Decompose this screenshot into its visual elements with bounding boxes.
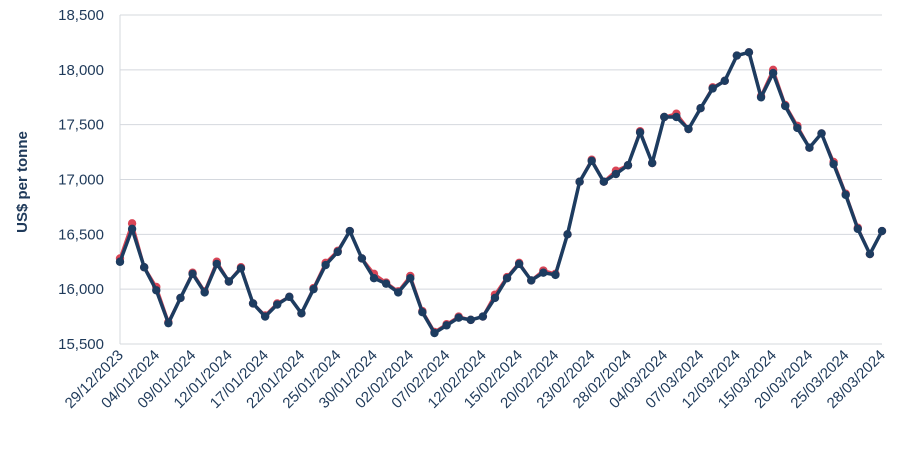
data-point [527, 276, 536, 285]
data-point [273, 300, 282, 309]
data-point [793, 123, 802, 133]
data-point [490, 293, 500, 303]
data-point [732, 51, 742, 60]
data-point [539, 268, 548, 277]
data-point [744, 48, 754, 57]
y-axis-label: US$ per tonne [14, 131, 31, 233]
data-point [478, 312, 488, 321]
data-point [684, 124, 693, 134]
data-point [551, 270, 560, 280]
data-point [672, 112, 681, 122]
data-point [647, 158, 657, 168]
y-tick-label: 16,000 [58, 281, 104, 298]
data-point [611, 169, 621, 179]
data-point [696, 104, 705, 113]
data-point [853, 224, 863, 234]
y-tick-label: 18,500 [58, 7, 104, 24]
data-point [442, 321, 451, 330]
data-point [430, 328, 439, 338]
data-point [781, 101, 790, 111]
gridlines [119, 14, 882, 345]
series-line [118, 50, 884, 335]
series-1 [115, 48, 887, 337]
data-point [176, 293, 185, 303]
data-point [865, 249, 875, 259]
data-point [224, 277, 234, 286]
data-point [297, 309, 306, 318]
data-point [599, 177, 609, 186]
data-point [115, 257, 125, 266]
data-point [756, 93, 766, 102]
data-point [841, 190, 850, 200]
y-tick-label: 17,500 [58, 117, 104, 134]
data-point [357, 254, 367, 263]
y-tick-label: 18,000 [58, 62, 104, 79]
data-point [188, 269, 197, 279]
y-tick-label: 17,000 [58, 172, 104, 189]
series-lines [115, 48, 887, 338]
data-point [381, 279, 391, 288]
data-point [393, 288, 403, 297]
data-point [720, 76, 729, 86]
data-point [454, 313, 463, 322]
data-point [248, 299, 258, 308]
data-point [139, 263, 149, 272]
data-point [285, 292, 294, 302]
x-axis-tick-labels: 29/12/202304/01/202409/01/202412/01/2024… [62, 347, 889, 412]
data-point [466, 315, 475, 325]
series-2 [115, 48, 887, 338]
data-point [502, 274, 512, 283]
data-point [321, 260, 330, 270]
data-point [152, 286, 161, 295]
data-point [587, 156, 596, 166]
data-point [309, 284, 318, 294]
data-point [623, 161, 633, 170]
data-point [829, 159, 838, 169]
data-point [236, 264, 246, 273]
data-point [817, 129, 826, 138]
data-point [768, 68, 778, 78]
data-point [260, 312, 270, 321]
y-axis-tick-labels: 15,500 16,000 16,500 17,000 17,500 18,000 18,5… [58, 7, 104, 353]
data-point [563, 230, 572, 239]
data-point [369, 274, 379, 283]
data-point [200, 288, 209, 297]
data-point [877, 226, 887, 236]
data-point [127, 224, 137, 234]
data-point [345, 226, 355, 236]
data-point [418, 307, 427, 317]
data-point [212, 259, 221, 269]
data-point [575, 177, 584, 186]
data-point [406, 274, 415, 283]
data-point [660, 112, 669, 122]
y-tick-label: 16,500 [58, 226, 104, 243]
data-point [514, 259, 524, 269]
data-point [805, 143, 814, 152]
data-point [333, 247, 342, 257]
data-point [708, 84, 717, 93]
y-tick-label: 15,500 [58, 336, 104, 353]
data-point [635, 128, 645, 137]
data-point [164, 318, 173, 328]
